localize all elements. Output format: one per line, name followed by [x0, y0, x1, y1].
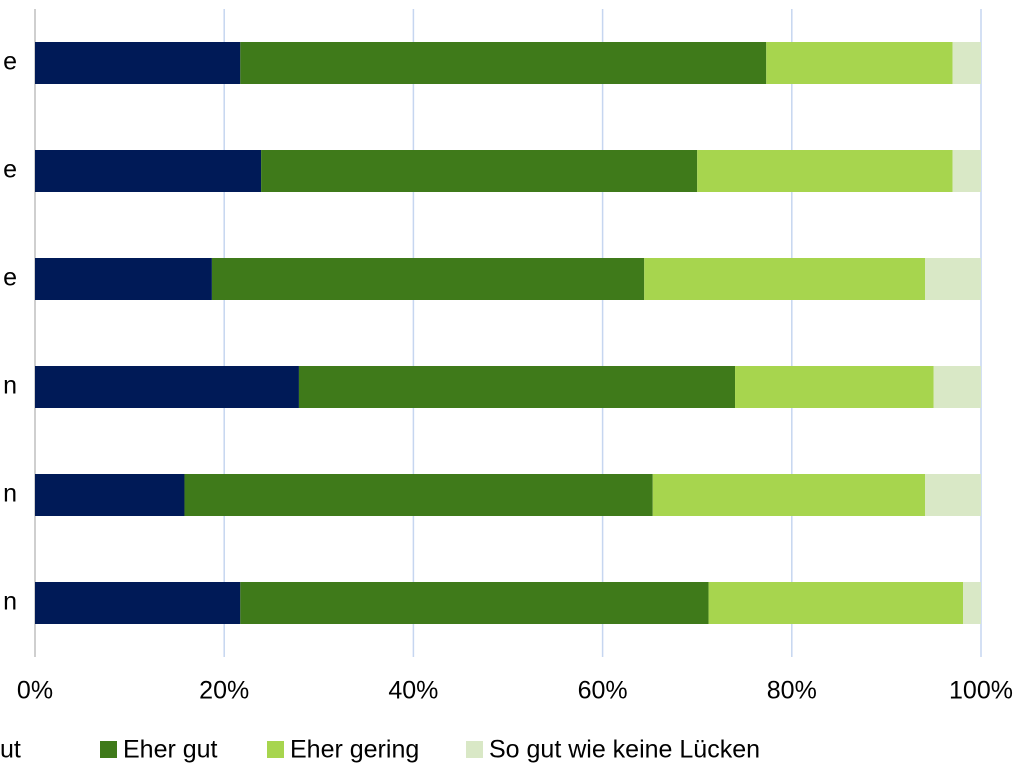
legend-label: Eher gut — [123, 736, 218, 764]
bar-segment — [298, 366, 736, 408]
bar-segment — [925, 258, 981, 300]
bar-segment — [261, 150, 698, 192]
x-tick-label: 80% — [767, 677, 817, 705]
bar-segment — [35, 150, 262, 192]
bar-segment — [35, 42, 241, 84]
y-tick-label: e — [3, 48, 17, 76]
legend-marker — [267, 741, 284, 758]
bar-segment — [963, 582, 981, 624]
bar-segment — [952, 150, 981, 192]
bar-segment — [240, 582, 709, 624]
bar-segment — [766, 42, 953, 84]
x-tick-label: 40% — [388, 677, 438, 705]
bar-segment — [240, 42, 767, 84]
y-tick-label: e — [3, 264, 17, 292]
bar-segment — [708, 582, 964, 624]
y-tick-label: e — [3, 156, 17, 184]
x-tick-label: 20% — [199, 677, 249, 705]
bar-segment — [35, 474, 185, 516]
bar-segment — [35, 366, 299, 408]
bar-segment — [211, 258, 645, 300]
bar-segment — [652, 474, 926, 516]
bar-segment — [35, 582, 241, 624]
legend-marker — [100, 741, 117, 758]
legend-marker — [466, 741, 483, 758]
x-tick-label: 0% — [17, 677, 53, 705]
bar-segment — [697, 150, 953, 192]
legend-label: ut — [0, 736, 21, 764]
y-tick-label: n — [3, 480, 17, 508]
x-tick-label: 60% — [578, 677, 628, 705]
bar-segment — [184, 474, 653, 516]
y-tick-label: n — [3, 588, 17, 616]
x-tick-label: 100% — [949, 677, 1013, 705]
bar-segment — [933, 366, 981, 408]
bar-segment — [925, 474, 981, 516]
bar-segment — [735, 366, 934, 408]
y-tick-label: n — [3, 372, 17, 400]
bar-segment — [35, 258, 212, 300]
legend-label: Eher gering — [290, 736, 419, 764]
bar-segment — [952, 42, 981, 84]
bar-segment — [644, 258, 926, 300]
legend-label: So gut wie keine Lücken — [489, 736, 760, 764]
